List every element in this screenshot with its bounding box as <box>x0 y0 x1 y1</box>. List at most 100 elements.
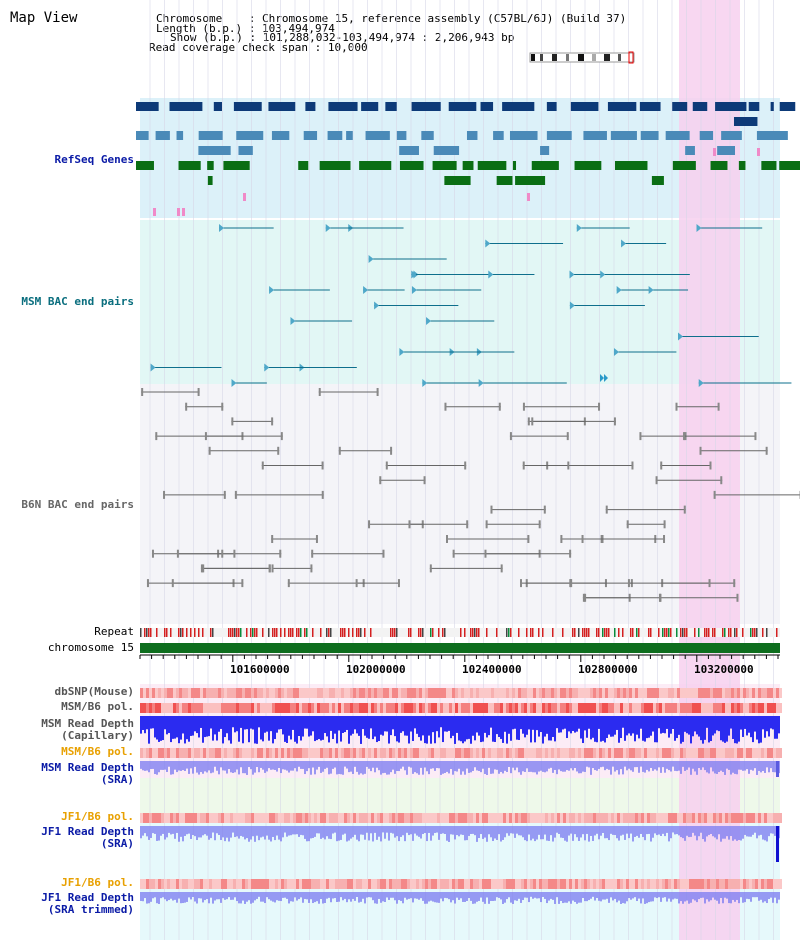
repeat-element <box>182 628 184 637</box>
track-label-dbsnp[interactable]: dbSNP(Mouse) <box>54 685 134 698</box>
polymorphism-cell <box>617 688 620 698</box>
track-label-jf1-depth-trim[interactable]: JF1 Read Depth (SRA trimmed) <box>0 892 134 916</box>
read-depth-bar <box>358 761 360 775</box>
track-label-msm-depth-sra[interactable]: MSM Read Depth (SRA) <box>0 762 134 786</box>
read-depth-bar <box>432 716 434 733</box>
track-label-chromosome[interactable]: chromosome 15 <box>47 641 134 654</box>
polymorphism-cell <box>398 703 401 713</box>
polymorphism-cell <box>182 703 185 713</box>
gene-feature <box>236 131 264 140</box>
polymorphism-cell <box>752 879 755 889</box>
polymorphism-cell <box>140 879 143 889</box>
read-depth-bar <box>220 716 222 729</box>
track-label-jf1-depth-sra[interactable]: JF1 Read Depth (SRA) <box>0 826 134 850</box>
read-depth-bar <box>566 761 568 771</box>
read-depth-bar <box>476 892 478 902</box>
polymorphism-cell <box>470 688 473 698</box>
read-depth-bar <box>628 826 630 839</box>
read-depth-bar <box>172 826 174 834</box>
polymorphism-cell <box>650 879 653 889</box>
polymorphism-cell <box>164 703 167 713</box>
track-label-b6n-bac[interactable]: B6N BAC end pairs <box>21 498 134 511</box>
polymorphism-cell <box>224 813 227 823</box>
polymorphism-cell <box>737 813 740 823</box>
polymorphism-cell <box>443 688 446 698</box>
polymorphism-cell <box>314 813 317 823</box>
read-depth-bar <box>260 826 262 838</box>
read-depth-bar <box>706 826 708 837</box>
read-depth-bar <box>152 716 154 729</box>
polymorphism-cell <box>236 748 239 758</box>
read-depth-bar <box>288 761 290 773</box>
polymorphism-cell <box>524 813 527 823</box>
read-depth-bar <box>338 761 340 774</box>
read-depth-bar <box>200 761 202 773</box>
polymorphism-cell <box>248 748 251 758</box>
read-depth-bar <box>244 716 246 730</box>
polymorphism-cell <box>371 703 374 713</box>
polymorphism-cell <box>668 813 671 823</box>
polymorphism-cell <box>221 813 224 823</box>
read-depth-bar <box>268 716 270 741</box>
read-depth-bar <box>494 716 496 742</box>
read-depth-bar <box>726 761 728 769</box>
polymorphism-cell <box>380 748 383 758</box>
polymorphism-cell <box>539 703 542 713</box>
polymorphism-cell <box>209 879 212 889</box>
polymorphism-cell <box>308 748 311 758</box>
polymorphism-cell <box>743 748 746 758</box>
polymorphism-cell <box>311 813 314 823</box>
polymorphism-cell <box>749 813 752 823</box>
read-depth-bar <box>212 716 214 741</box>
polymorphism-cell <box>362 879 365 889</box>
repeat-element <box>370 628 372 637</box>
track-label-jf1-b6-pol-1[interactable]: JF1/B6 pol. <box>61 810 134 823</box>
read-depth-bar <box>348 826 350 841</box>
polymorphism-cell <box>659 703 662 713</box>
repeat-element <box>396 628 398 637</box>
polymorphism-cell <box>344 879 347 889</box>
read-depth-bar <box>538 761 540 772</box>
track-label-msm-depth-cap[interactable]: MSM Read Depth (Capillary) <box>0 718 134 742</box>
read-depth-bar <box>240 826 242 836</box>
track-label-repeat[interactable]: Repeat <box>94 625 134 638</box>
polymorphism-cell <box>449 748 452 758</box>
polymorphism-cell <box>758 688 761 698</box>
polymorphism-cell <box>635 748 638 758</box>
read-depth-bar <box>396 716 398 742</box>
read-depth-bar <box>492 761 494 774</box>
polymorphism-cell <box>701 813 704 823</box>
polymorphism-cell <box>200 879 203 889</box>
read-depth-bar <box>438 716 440 738</box>
track-label-jf1-b6-pol-2[interactable]: JF1/B6 pol. <box>61 876 134 889</box>
polymorphism-cell <box>245 813 248 823</box>
read-depth-bar <box>738 761 740 770</box>
repeat-element <box>360 628 362 637</box>
gene-feature <box>298 161 309 170</box>
polymorphism-cell <box>536 688 539 698</box>
read-depth-bar <box>746 892 748 899</box>
polymorphism-cell <box>509 748 512 758</box>
polymorphism-cell <box>410 879 413 889</box>
polymorphism-cell <box>653 703 656 713</box>
polymorphism-cell <box>407 748 410 758</box>
track-label-msm-bac[interactable]: MSM BAC end pairs <box>21 295 134 308</box>
polymorphism-cell <box>467 748 470 758</box>
polymorphism-cell <box>317 748 320 758</box>
track-label-msm-b6-pol-2[interactable]: MSM/B6 pol. <box>61 745 134 758</box>
read-depth-bar <box>164 716 166 730</box>
read-depth-bar <box>744 716 746 729</box>
polymorphism-cell <box>458 813 461 823</box>
read-depth-bar <box>396 761 398 772</box>
read-depth-bar <box>666 826 668 833</box>
track-label-refseq[interactable]: RefSeq Genes <box>54 153 134 166</box>
read-depth-bar <box>428 826 430 833</box>
repeat-element <box>602 628 604 637</box>
bac-end-marker <box>613 417 616 426</box>
read-depth-bar <box>708 761 710 774</box>
gene-feature <box>583 131 607 140</box>
polymorphism-cell <box>599 748 602 758</box>
read-depth-bar <box>404 826 406 842</box>
track-label-msm-b6-pol-1[interactable]: MSM/B6 pol. <box>61 700 134 713</box>
